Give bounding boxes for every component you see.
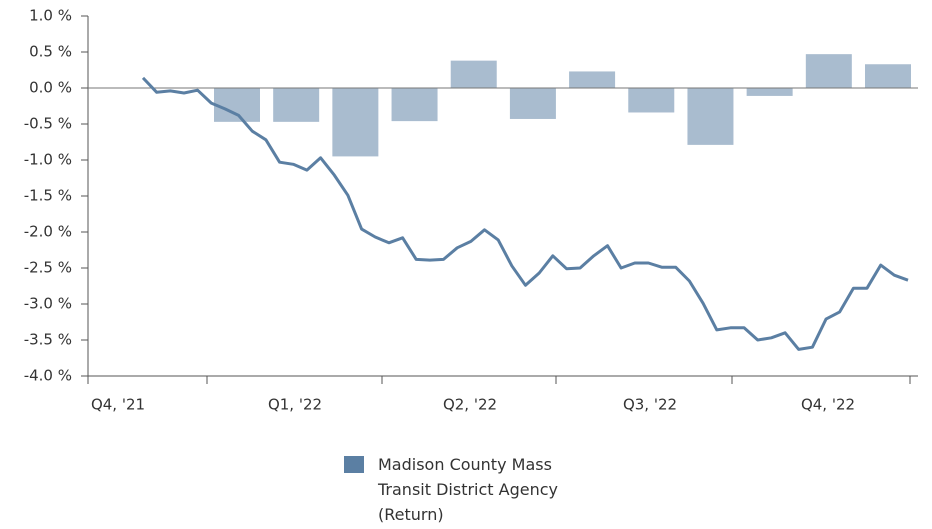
legend-swatch: [344, 456, 364, 473]
y-tick-label: -2.0 %: [24, 223, 72, 241]
y-tick-label: -4.0 %: [24, 367, 72, 385]
legend-label: Madison County Mass Transit District Age…: [378, 455, 558, 524]
y-tick-label: -1.5 %: [24, 187, 72, 205]
bar: [509, 88, 556, 119]
bar: [805, 54, 852, 88]
x-tick-label: Q4, '21: [91, 396, 145, 414]
bar: [865, 64, 911, 88]
bar: [391, 88, 438, 122]
bar: [332, 88, 379, 157]
bar: [687, 88, 734, 145]
bar: [628, 88, 675, 113]
y-tick-label: -3.0 %: [24, 295, 72, 313]
x-tick-label: Q4, '22: [801, 396, 855, 414]
x-tick-label: Q1, '22: [268, 396, 322, 414]
y-tick-label: -2.5 %: [24, 259, 72, 277]
chart: 1.0 % 0.5 % 0.0 % -0.5 % -1.0 % -1.5 % -2.0 % -…: [24, 7, 918, 414]
y-tick-label: -3.5 %: [24, 331, 72, 349]
bar: [450, 60, 497, 88]
line: [141, 76, 909, 351]
legend: Madison County Mass Transit District Age…: [344, 452, 568, 527]
y-tick-label: 0.5 %: [29, 43, 72, 61]
x-tick-label: Q2, '22: [443, 396, 497, 414]
bar: [273, 88, 320, 122]
y-tick-label: -0.5 %: [24, 115, 72, 133]
y-tick-label: 0.0 %: [29, 79, 72, 97]
y-tick-label: 1.0 %: [29, 7, 72, 25]
bar: [569, 71, 616, 88]
bar: [746, 88, 793, 96]
bar: [214, 88, 260, 122]
y-tick-label: -1.0 %: [24, 151, 72, 169]
x-tick-label: Q3, '22: [623, 396, 677, 414]
